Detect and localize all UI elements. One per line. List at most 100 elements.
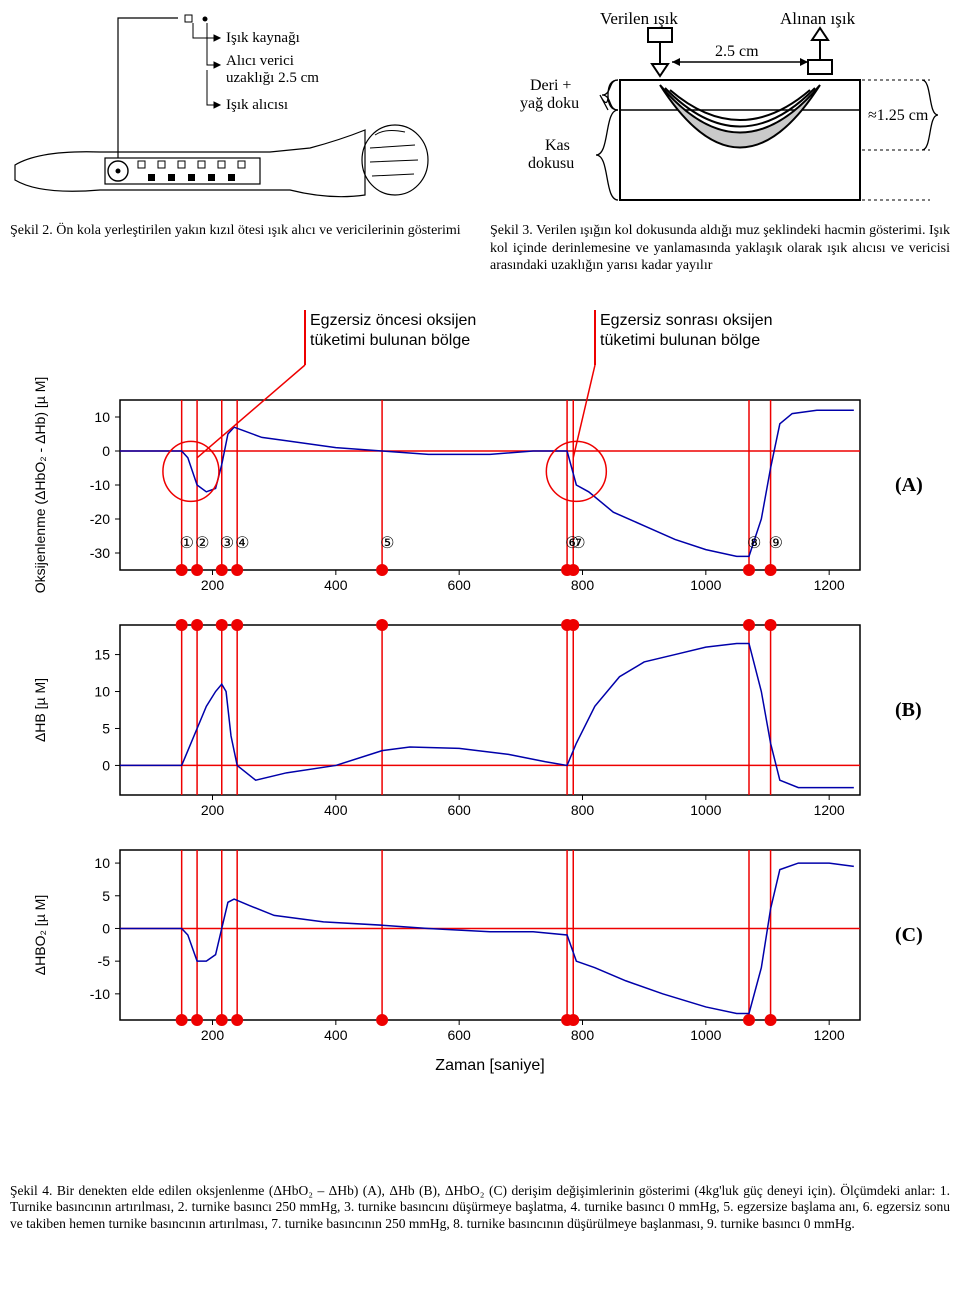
x-tick-label: 200	[201, 577, 225, 593]
chart-svg: Egzersiz öncesi oksijen tüketimi bulunan …	[10, 305, 950, 1175]
event-marker-dot	[743, 619, 755, 631]
legend-square-icon	[185, 15, 192, 22]
event-marker-dot	[765, 1014, 777, 1026]
event-marker-dot	[176, 564, 188, 576]
sensor-dot	[116, 169, 121, 174]
fingers	[370, 131, 418, 176]
x-tick-label: 1000	[690, 802, 721, 818]
figure-3-diagram: Verilen ışık Alınan ışık 2.5 cm	[490, 10, 950, 210]
label-depth: ≈1.25 cm	[868, 107, 929, 124]
y-tick-label: -10	[90, 985, 110, 1001]
event-marker-dot	[216, 619, 228, 631]
event-marker-dot	[376, 1014, 388, 1026]
annotation-post: Egzersiz sonrası oksijen	[600, 312, 773, 329]
x-tick-label: 400	[324, 802, 348, 818]
label-alici-verici: Alıcı verici	[226, 53, 294, 69]
x-tick-label: 800	[571, 577, 595, 593]
event-number: ④	[235, 535, 249, 552]
event-marker-dot	[216, 564, 228, 576]
label-isik-alicisi: Işık alıcısı	[226, 97, 288, 113]
event-marker-dot	[191, 564, 203, 576]
x-tick-label: 600	[447, 802, 471, 818]
legend-arrows	[193, 23, 220, 108]
y-tick-label: 10	[94, 855, 110, 871]
event-marker-dot	[765, 619, 777, 631]
x-tick-label: 1200	[814, 577, 845, 593]
event-marker-dot	[765, 564, 777, 576]
y-axis-label: Oksijenlenme (ΔHbO₂ - ΔHb) [µ M]	[32, 376, 48, 593]
figure-3-cell: Verilen ışık Alınan ışık 2.5 cm	[490, 10, 950, 210]
x-tick-label: 600	[447, 1027, 471, 1043]
label-alinan: Alınan ışık	[780, 10, 856, 28]
y-tick-label: 10	[94, 409, 110, 425]
y-tick-label: -5	[98, 953, 111, 969]
event-number: ①	[180, 535, 194, 552]
y-tick-label: -10	[90, 477, 110, 493]
x-tick-label: 200	[201, 1027, 225, 1043]
panel-letter: (C)	[895, 924, 923, 946]
y-tick-label: 5	[102, 887, 110, 903]
x-tick-label: 400	[324, 1027, 348, 1043]
label-deri: Deri +	[530, 77, 571, 94]
svg-text:tüketimi bulunan bölge: tüketimi bulunan bölge	[600, 332, 760, 349]
event-marker-dot	[231, 1014, 243, 1026]
leader-line	[118, 18, 178, 158]
label-uzakligi: uzaklığı 2.5 cm	[226, 70, 319, 86]
figure-4-caption: Şekil 4. Bir denekten elde edilen oksjen…	[10, 1183, 950, 1234]
figure-3-caption: Şekil 3. Verilen ışığın kol dokusunda al…	[490, 222, 950, 275]
label-isik-kaynagi: Işık kaynağı	[226, 30, 300, 46]
y-axis-label: ΔHB [µ M]	[32, 677, 48, 741]
x-tick-label: 800	[571, 802, 595, 818]
svg-text:tüketimi bulunan bölge: tüketimi bulunan bölge	[310, 332, 470, 349]
event-marker-dot	[567, 1014, 579, 1026]
panel-letter: (B)	[895, 699, 922, 721]
captions-row: Şekil 2. Ön kola yerleştirilen yakın kız…	[10, 218, 950, 275]
brace-bottom	[596, 110, 618, 200]
figure-2-caption: Şekil 2. Ön kola yerleştirilen yakın kız…	[10, 222, 470, 275]
x-tick-label: 1200	[814, 1027, 845, 1043]
label-dokusu: dokusu	[528, 155, 574, 172]
event-marker-dot	[376, 564, 388, 576]
legend-dot-icon	[203, 17, 208, 22]
event-marker-dot	[231, 619, 243, 631]
y-tick-label: -30	[90, 545, 110, 561]
x-tick-label: 1000	[690, 1027, 721, 1043]
panel-letter: (A)	[895, 474, 923, 496]
y-tick-label: 0	[102, 757, 110, 773]
x-tick-label: 800	[571, 1027, 595, 1043]
y-tick-label: 5	[102, 720, 110, 736]
label-kas: Kas	[545, 137, 570, 154]
event-marker-dot	[743, 1014, 755, 1026]
event-number: ⑨	[769, 535, 783, 552]
y-tick-label: 0	[102, 920, 110, 936]
event-number: ⑦	[571, 535, 585, 552]
x-tick-label: 400	[324, 577, 348, 593]
event-number: ⑧	[747, 535, 761, 552]
figure-2-cell: Işık kaynağı Alıcı verici uzaklığı 2.5 c…	[10, 10, 470, 210]
event-marker-dot	[567, 564, 579, 576]
figure-2-diagram: Işık kaynağı Alıcı verici uzaklığı 2.5 c…	[10, 10, 470, 210]
x-tick-label: 200	[201, 802, 225, 818]
event-marker-dot	[176, 619, 188, 631]
y-axis-label: ΔHBO₂ [µ M]	[32, 894, 48, 974]
event-marker-dot	[176, 1014, 188, 1026]
event-marker-dot	[191, 619, 203, 631]
event-number: ⑤	[380, 535, 394, 552]
event-marker-dot	[567, 619, 579, 631]
label-spacing: 2.5 cm	[715, 43, 759, 60]
y-tick-label: 0	[102, 443, 110, 459]
event-number: ②	[195, 535, 209, 552]
annotation-pre: Egzersiz öncesi oksijen	[310, 312, 476, 329]
event-marker-dot	[376, 619, 388, 631]
y-tick-label: 10	[94, 683, 110, 699]
event-number: ③	[220, 535, 234, 552]
label-yag: yağ doku	[520, 95, 579, 112]
fist-outline	[362, 125, 428, 195]
y-tick-label: -20	[90, 511, 110, 527]
x-tick-label: 1000	[690, 577, 721, 593]
event-marker-dot	[231, 564, 243, 576]
data-line	[120, 863, 854, 1013]
x-tick-label: 1200	[814, 802, 845, 818]
figure-4-charts: Egzersiz öncesi oksijen tüketimi bulunan …	[10, 305, 950, 1175]
top-figures-row: Işık kaynağı Alıcı verici uzaklığı 2.5 c…	[10, 10, 950, 210]
